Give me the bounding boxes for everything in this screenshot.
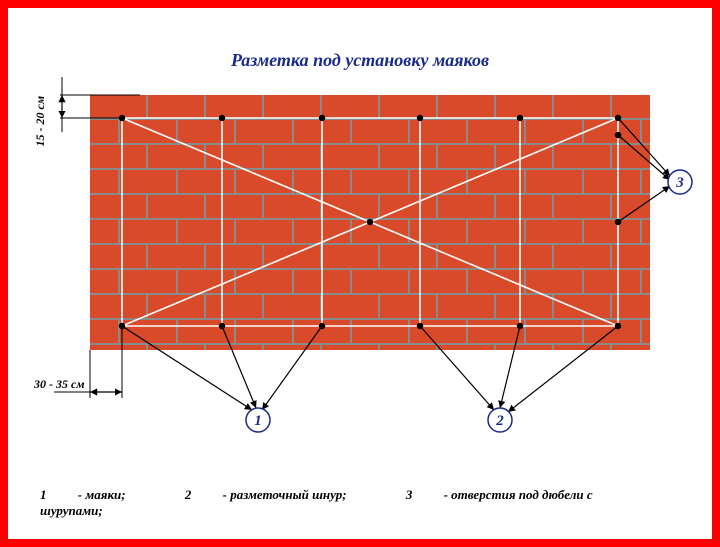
svg-text:2: 2 <box>495 413 504 429</box>
svg-text:3: 3 <box>675 175 684 191</box>
svg-text:30 - 35 см: 30 - 35 см <box>33 377 85 391</box>
diagram-svg: 15 - 20 см 30 - 35 см 1 2 3 <box>0 0 720 547</box>
legend: 1 - маяки; 2 - разметочный шнур; 3 - отв… <box>40 487 680 519</box>
legend-item: 1 - маяки; <box>40 487 154 502</box>
svg-text:15 - 20 см: 15 - 20 см <box>33 96 47 147</box>
svg-text:1: 1 <box>254 413 262 429</box>
diagram-frame: Разметка под установку маяков 15 - 20 см… <box>0 0 720 547</box>
legend-item: 2 - разметочный шнур; <box>185 487 375 502</box>
